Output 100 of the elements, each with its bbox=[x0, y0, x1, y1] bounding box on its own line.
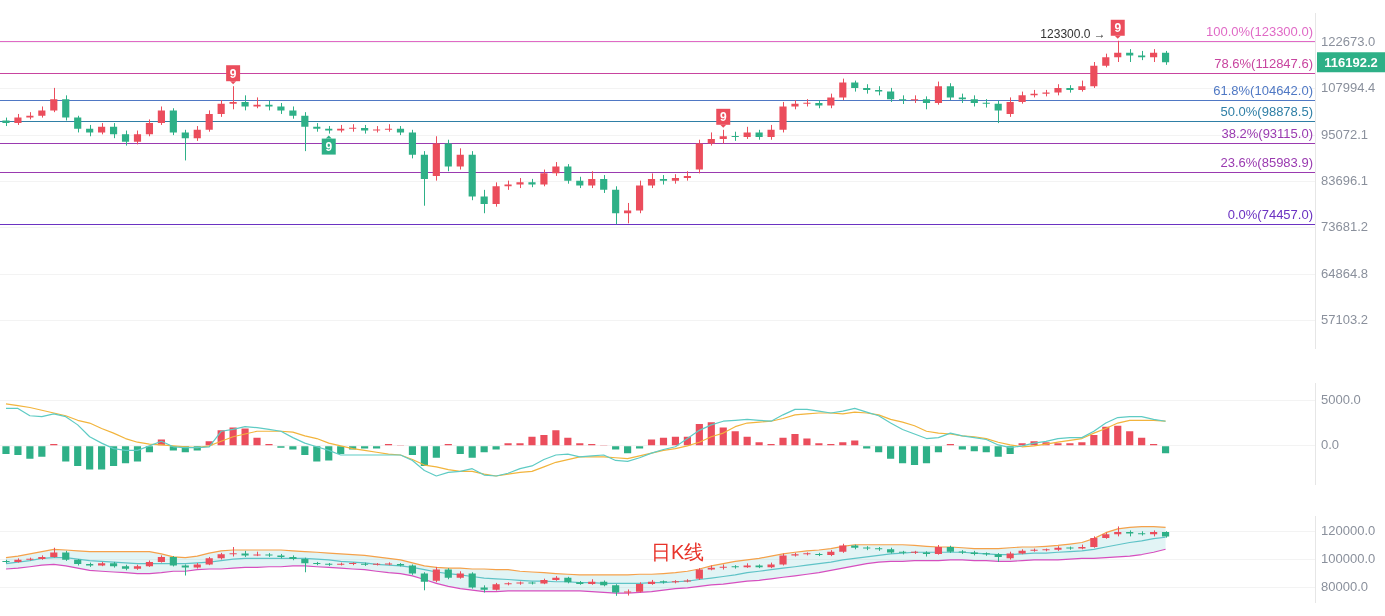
ref-line-label: 100.0%(123300.0) bbox=[1206, 23, 1313, 39]
candlestick bbox=[1102, 53, 1110, 68]
bar bbox=[432, 446, 440, 458]
candlestick bbox=[50, 547, 58, 559]
bar bbox=[62, 446, 70, 462]
ref-line-label: 61.8%(104642.0) bbox=[1213, 83, 1313, 99]
bar bbox=[408, 446, 417, 455]
ref-line-label: 23.6%(85983.9) bbox=[1220, 154, 1313, 170]
y-tick-label: 95072.1 bbox=[1321, 126, 1368, 142]
bar bbox=[301, 446, 309, 455]
bar bbox=[624, 446, 632, 454]
annotation: 123300.0 → bbox=[1040, 26, 1106, 41]
bar bbox=[791, 434, 799, 446]
candlestick bbox=[121, 130, 130, 147]
candlestick bbox=[576, 580, 584, 586]
candlestick bbox=[1054, 545, 1062, 552]
y-tick-label: 64864.8 bbox=[1321, 265, 1368, 281]
candlestick bbox=[803, 98, 811, 107]
candlestick bbox=[1030, 548, 1038, 553]
bar bbox=[970, 446, 978, 452]
candlestick bbox=[492, 582, 500, 592]
bar bbox=[516, 443, 524, 446]
candlestick bbox=[516, 580, 524, 586]
candlestick bbox=[839, 543, 847, 554]
candlestick bbox=[1054, 83, 1062, 96]
ref-line-label: 78.6%(112847.6) bbox=[1214, 55, 1313, 71]
y-tick-label: 122673.0 bbox=[1321, 34, 1376, 50]
candlestick bbox=[767, 124, 775, 141]
bar bbox=[922, 446, 931, 464]
candlestick bbox=[1018, 548, 1026, 555]
candlestick bbox=[922, 550, 931, 558]
bar bbox=[372, 446, 381, 449]
candlestick bbox=[540, 169, 548, 187]
candlestick bbox=[707, 564, 715, 571]
bar bbox=[133, 446, 142, 462]
candlestick bbox=[1138, 50, 1146, 61]
candlestick bbox=[994, 552, 1002, 563]
bar bbox=[528, 436, 536, 446]
candlestick bbox=[743, 126, 751, 140]
y-tick-label: 80000.0 bbox=[1321, 579, 1368, 595]
bar bbox=[910, 446, 919, 466]
candlestick bbox=[325, 125, 333, 135]
candlestick bbox=[671, 173, 680, 185]
candlestick bbox=[14, 557, 22, 564]
y-tick-label: 57103.2 bbox=[1321, 312, 1368, 327]
bar bbox=[504, 443, 512, 446]
bar bbox=[612, 446, 620, 450]
bar bbox=[1126, 431, 1134, 446]
y-tick-label: 0.0 bbox=[1321, 437, 1340, 453]
bar bbox=[887, 446, 895, 459]
bar bbox=[420, 446, 428, 466]
candlestick bbox=[480, 584, 488, 594]
bar bbox=[480, 446, 488, 453]
y-tick-label: 120000.0 bbox=[1321, 522, 1376, 538]
bar bbox=[1090, 434, 1098, 446]
candlestick bbox=[26, 111, 34, 120]
candlestick bbox=[528, 178, 536, 188]
bar bbox=[875, 446, 883, 453]
candlestick bbox=[133, 130, 142, 145]
candlestick bbox=[38, 105, 46, 119]
bar bbox=[253, 437, 261, 446]
candlestick bbox=[2, 559, 10, 564]
candlestick bbox=[1066, 84, 1074, 94]
candlestick bbox=[779, 553, 787, 566]
text: 9 bbox=[1114, 21, 1122, 36]
candlestick bbox=[1161, 530, 1170, 539]
bar bbox=[1114, 425, 1122, 446]
candlestick bbox=[504, 581, 512, 586]
candlestick bbox=[277, 553, 285, 559]
candlestick bbox=[755, 563, 763, 569]
bar bbox=[552, 430, 560, 446]
bar bbox=[2, 446, 10, 455]
candlestick bbox=[624, 202, 632, 224]
bar bbox=[731, 431, 739, 446]
y-tick-label: 100000.0 bbox=[1321, 551, 1376, 567]
candlestick bbox=[253, 551, 261, 557]
bar bbox=[540, 434, 548, 446]
bar bbox=[898, 446, 907, 464]
bar bbox=[851, 440, 859, 446]
bar bbox=[958, 446, 966, 450]
bar bbox=[456, 446, 464, 455]
candlestick bbox=[62, 550, 70, 562]
y-tick-label: 5000.0 bbox=[1321, 391, 1361, 407]
bar bbox=[38, 446, 46, 457]
candlestick bbox=[755, 129, 763, 141]
candlestick bbox=[743, 562, 751, 569]
bar bbox=[313, 446, 321, 462]
bar bbox=[121, 446, 130, 464]
y-tick-label: 73681.2 bbox=[1321, 219, 1368, 235]
bar bbox=[74, 446, 82, 466]
candlestick bbox=[289, 105, 297, 120]
candlestick bbox=[1066, 546, 1074, 551]
candlestick bbox=[875, 85, 883, 96]
bar bbox=[779, 437, 787, 446]
bar bbox=[647, 439, 656, 446]
candlestick bbox=[719, 129, 727, 145]
bar bbox=[743, 436, 751, 446]
bar bbox=[109, 446, 118, 466]
bar bbox=[1054, 443, 1062, 446]
candlestick bbox=[133, 564, 142, 571]
